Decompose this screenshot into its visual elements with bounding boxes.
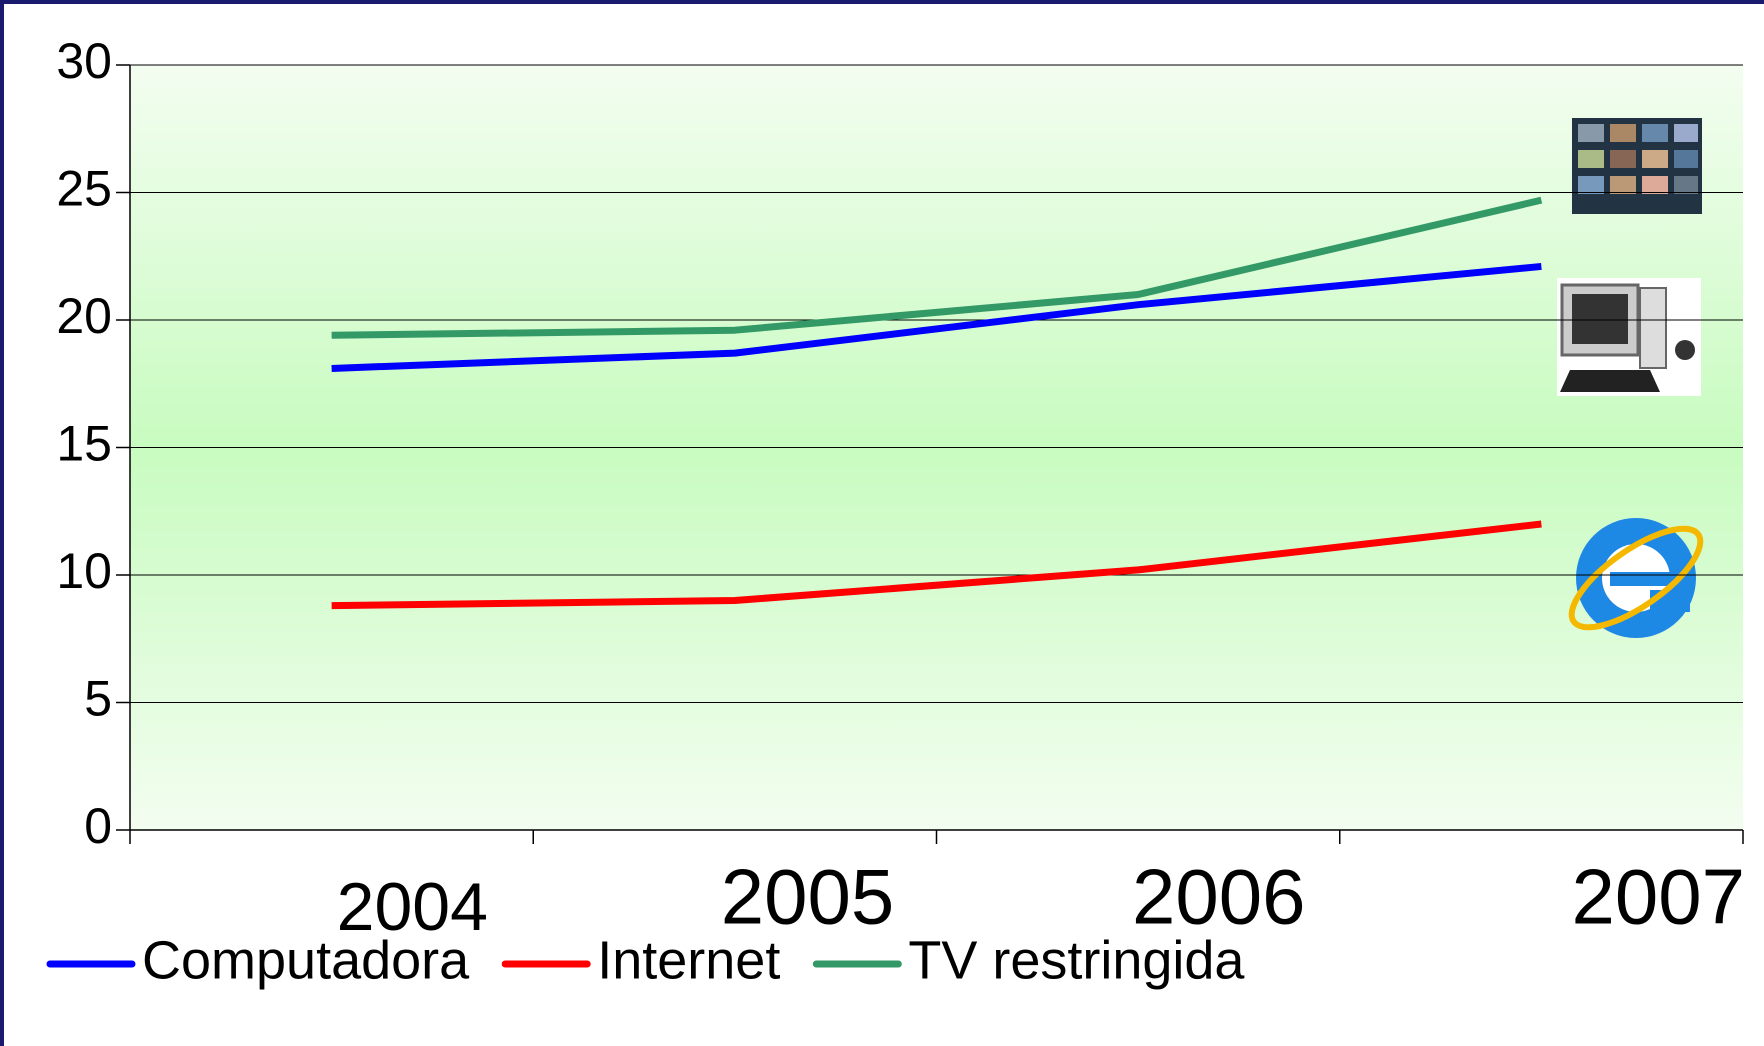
y-tick-label: 5 <box>84 671 112 727</box>
x-tick-label: 2006 <box>1132 853 1306 941</box>
legend-label: Internet <box>597 930 780 990</box>
chart: 0510152025302004200520062007ComputadoraI… <box>0 0 1764 1046</box>
x-tick-label: 2005 <box>721 853 895 941</box>
frame-left <box>0 0 4 1046</box>
icon-computer <box>1557 278 1701 396</box>
legend-label: TV restringida <box>908 930 1245 990</box>
legend-label: Computadora <box>142 930 470 990</box>
x-tick-label: 2007 <box>1572 853 1746 941</box>
y-tick-label: 20 <box>56 288 112 344</box>
icon-tv <box>1572 118 1702 214</box>
y-tick-label: 25 <box>56 161 112 217</box>
y-tick-label: 0 <box>84 798 112 854</box>
y-tick-label: 10 <box>56 543 112 599</box>
y-tick-label: 30 <box>56 33 112 89</box>
y-tick-label: 15 <box>56 416 112 472</box>
frame-top <box>0 0 1764 4</box>
